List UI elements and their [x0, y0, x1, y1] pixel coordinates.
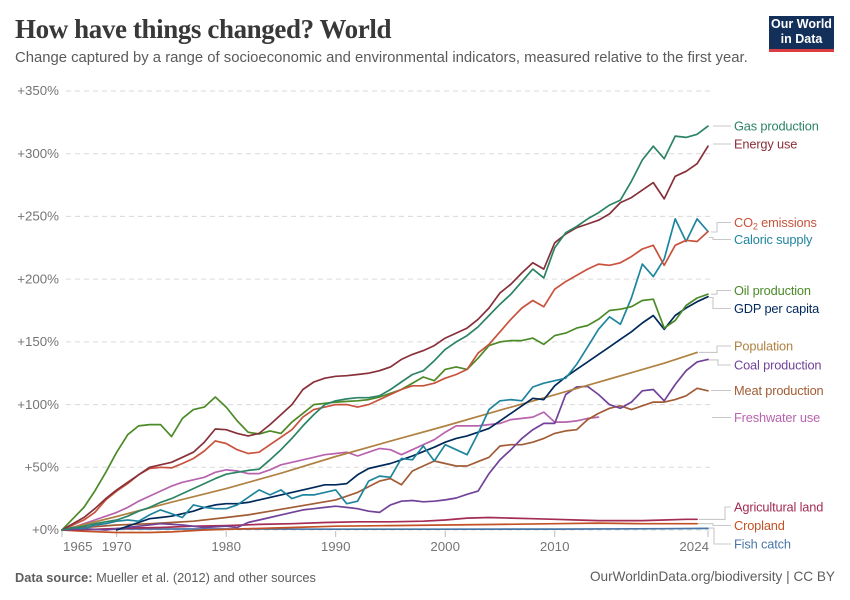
svg-text:1970: 1970 — [102, 539, 132, 554]
svg-text:1990: 1990 — [321, 539, 351, 554]
svg-text:2010: 2010 — [540, 539, 570, 554]
svg-text:+50%: +50% — [25, 460, 60, 475]
svg-text:+200%: +200% — [17, 271, 59, 286]
svg-text:+350%: +350% — [17, 83, 59, 98]
svg-text:Cropland: Cropland — [734, 518, 785, 533]
svg-text:CO2 emissions: CO2 emissions — [734, 215, 817, 232]
svg-text:Gas production: Gas production — [734, 118, 819, 133]
svg-text:+150%: +150% — [17, 334, 59, 349]
svg-text:GDP per capita: GDP per capita — [734, 301, 820, 316]
svg-text:1980: 1980 — [211, 539, 241, 554]
svg-text:+0%: +0% — [32, 522, 59, 537]
svg-text:Population: Population — [734, 338, 793, 353]
svg-text:2024: 2024 — [679, 539, 709, 554]
svg-text:Fish catch: Fish catch — [734, 536, 791, 551]
svg-text:Agricultural land: Agricultural land — [734, 499, 823, 514]
svg-text:2000: 2000 — [430, 539, 460, 554]
svg-text:Energy use: Energy use — [734, 136, 797, 151]
svg-text:+100%: +100% — [17, 397, 59, 412]
svg-text:Caloric supply: Caloric supply — [734, 232, 813, 247]
svg-text:Meat production: Meat production — [734, 383, 824, 398]
svg-text:+300%: +300% — [17, 146, 59, 161]
svg-text:1965: 1965 — [63, 539, 93, 554]
svg-text:Oil production: Oil production — [734, 283, 811, 298]
svg-text:+250%: +250% — [17, 209, 59, 224]
svg-text:Freshwater use: Freshwater use — [734, 410, 820, 425]
svg-text:Coal production: Coal production — [734, 357, 821, 372]
